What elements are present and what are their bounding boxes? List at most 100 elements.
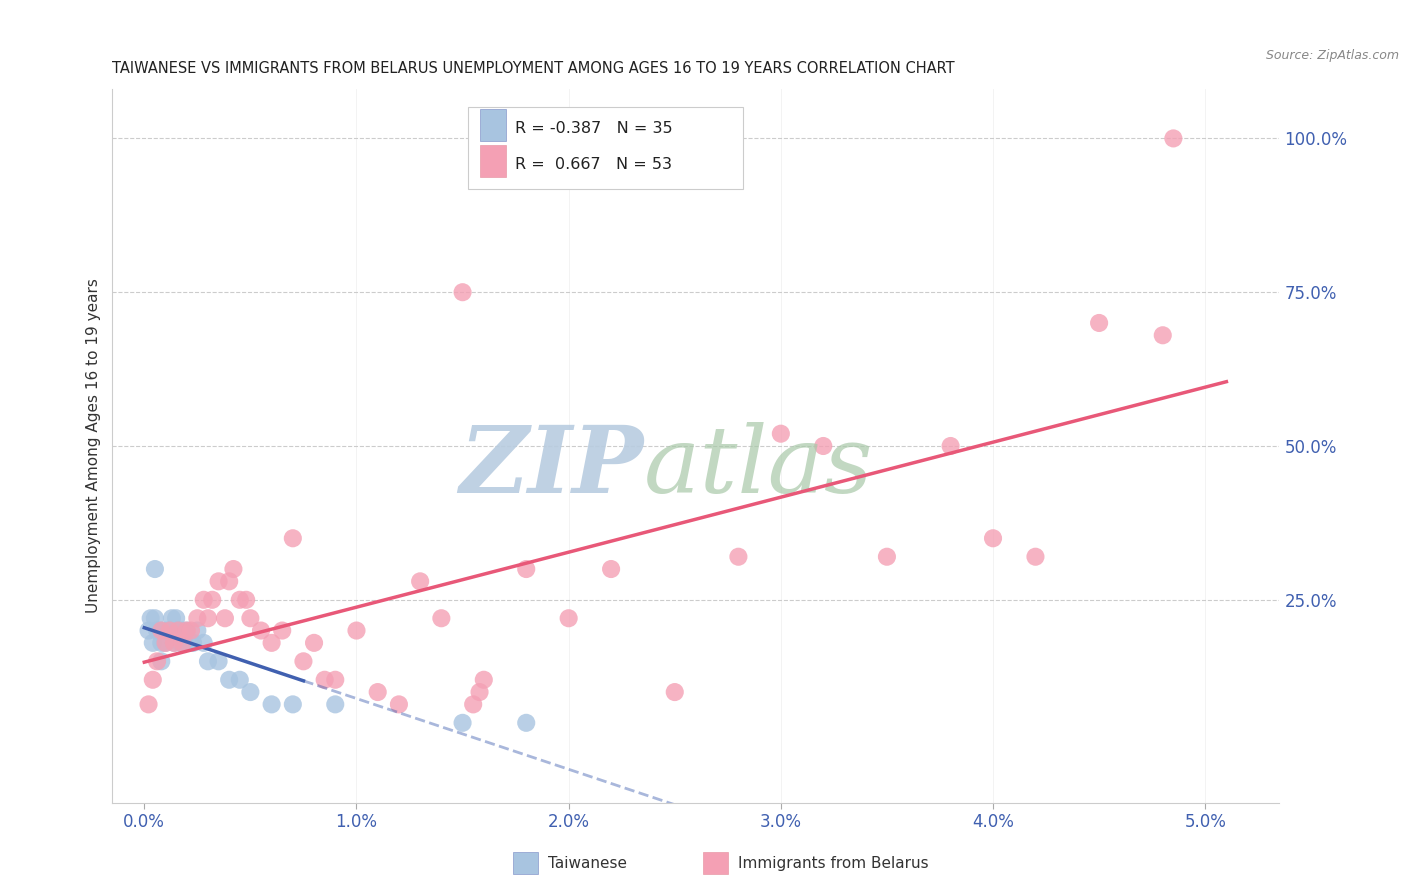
Point — [1088, 316, 1111, 330]
Point — [143, 562, 166, 576]
Point — [235, 592, 257, 607]
Point — [142, 673, 165, 687]
Text: atlas: atlas — [644, 423, 873, 512]
Point — [172, 624, 194, 638]
Point — [167, 624, 190, 638]
Point — [1152, 328, 1174, 343]
Point — [515, 562, 537, 576]
Point — [159, 624, 181, 638]
Point — [222, 562, 245, 576]
Point — [207, 654, 229, 668]
Point — [323, 698, 346, 712]
Point — [239, 685, 262, 699]
Text: Source: ZipAtlas.com: Source: ZipAtlas.com — [1265, 49, 1399, 62]
Point — [176, 624, 198, 638]
Text: R = -0.387   N = 35: R = -0.387 N = 35 — [515, 121, 672, 136]
Point — [727, 549, 749, 564]
Point — [981, 531, 1004, 545]
Point — [876, 549, 898, 564]
Point — [172, 636, 194, 650]
Point — [197, 611, 219, 625]
Point — [430, 611, 453, 625]
Point — [229, 673, 252, 687]
Point — [193, 592, 215, 607]
Point — [281, 698, 304, 712]
Text: ZIP: ZIP — [460, 423, 644, 512]
Point — [600, 562, 623, 576]
Point — [163, 636, 186, 650]
Point — [152, 624, 174, 638]
Point — [451, 715, 474, 730]
Point — [250, 624, 273, 638]
Point — [207, 574, 229, 589]
Point — [143, 611, 166, 625]
Point — [463, 698, 485, 712]
Point — [472, 673, 495, 687]
Point — [664, 685, 686, 699]
Point — [150, 624, 173, 638]
Text: TAIWANESE VS IMMIGRANTS FROM BELARUS UNEMPLOYMENT AMONG AGES 16 TO 19 YEARS CORR: TAIWANESE VS IMMIGRANTS FROM BELARUS UNE… — [112, 61, 955, 76]
Point — [388, 698, 411, 712]
Y-axis label: Unemployment Among Ages 16 to 19 years: Unemployment Among Ages 16 to 19 years — [86, 278, 101, 614]
Point — [139, 611, 162, 625]
Point — [323, 673, 346, 687]
Point — [409, 574, 432, 589]
Text: Immigrants from Belarus: Immigrants from Belarus — [738, 856, 929, 871]
Point — [159, 624, 181, 638]
Point — [180, 624, 202, 638]
FancyBboxPatch shape — [468, 107, 742, 189]
Point — [260, 698, 283, 712]
Point — [146, 624, 169, 638]
Point — [260, 636, 283, 650]
Bar — [479, 109, 506, 141]
Bar — [479, 145, 506, 177]
Text: Taiwanese: Taiwanese — [548, 856, 627, 871]
Point — [197, 654, 219, 668]
Point — [160, 611, 183, 625]
Point — [150, 636, 173, 650]
Point — [138, 698, 160, 712]
Point — [1163, 131, 1185, 145]
Point — [167, 624, 190, 638]
Point — [148, 624, 170, 638]
Point — [271, 624, 294, 638]
Point — [155, 636, 177, 650]
Point — [214, 611, 236, 625]
Point — [186, 611, 208, 625]
Point — [155, 636, 177, 650]
Point — [813, 439, 835, 453]
Point — [515, 715, 537, 730]
Point — [769, 426, 792, 441]
Point — [150, 654, 173, 668]
Point — [138, 624, 160, 638]
Point — [346, 624, 368, 638]
Point — [451, 285, 474, 300]
Point — [186, 624, 208, 638]
Point — [239, 611, 262, 625]
Point — [181, 636, 204, 650]
Point — [163, 636, 186, 650]
Point — [176, 624, 198, 638]
Point — [218, 574, 240, 589]
Point — [165, 611, 187, 625]
Point — [302, 636, 325, 650]
Point — [142, 636, 165, 650]
Point — [229, 592, 252, 607]
Text: R =  0.667   N = 53: R = 0.667 N = 53 — [515, 157, 672, 171]
Point — [367, 685, 389, 699]
Point — [281, 531, 304, 545]
Point — [193, 636, 215, 650]
Point — [218, 673, 240, 687]
Point — [557, 611, 579, 625]
Point — [146, 654, 169, 668]
Point — [314, 673, 336, 687]
Point — [173, 636, 195, 650]
Point — [468, 685, 491, 699]
Point — [292, 654, 315, 668]
Point — [156, 624, 179, 638]
Point — [169, 636, 191, 650]
Point — [201, 592, 224, 607]
Point — [180, 636, 202, 650]
Point — [939, 439, 962, 453]
Point — [1024, 549, 1046, 564]
